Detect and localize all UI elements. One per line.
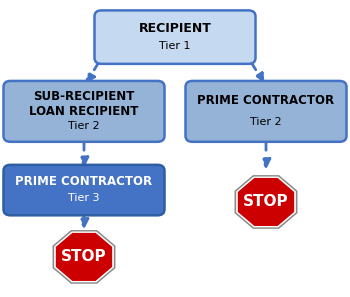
Polygon shape xyxy=(237,177,295,227)
Text: PRIME CONTRACTOR: PRIME CONTRACTOR xyxy=(197,94,335,107)
Text: SUB-RECIPIENT: SUB-RECIPIENT xyxy=(33,90,135,103)
Text: PRIME CONTRACTOR: PRIME CONTRACTOR xyxy=(15,175,153,188)
Polygon shape xyxy=(238,178,294,225)
Polygon shape xyxy=(53,231,115,283)
Text: Tier 2: Tier 2 xyxy=(68,121,100,131)
Text: Tier 2: Tier 2 xyxy=(250,117,282,127)
Polygon shape xyxy=(55,232,113,282)
FancyBboxPatch shape xyxy=(94,10,256,64)
Polygon shape xyxy=(56,233,112,280)
Text: Tier 1: Tier 1 xyxy=(159,41,191,51)
Text: STOP: STOP xyxy=(243,195,289,209)
FancyBboxPatch shape xyxy=(4,81,164,142)
FancyBboxPatch shape xyxy=(186,81,346,142)
Text: RECIPIENT: RECIPIENT xyxy=(139,22,211,34)
Text: STOP: STOP xyxy=(61,249,107,264)
FancyBboxPatch shape xyxy=(4,165,164,215)
Text: Tier 3: Tier 3 xyxy=(68,193,100,203)
Text: LOAN RECIPIENT: LOAN RECIPIENT xyxy=(29,105,139,118)
Polygon shape xyxy=(235,176,297,228)
